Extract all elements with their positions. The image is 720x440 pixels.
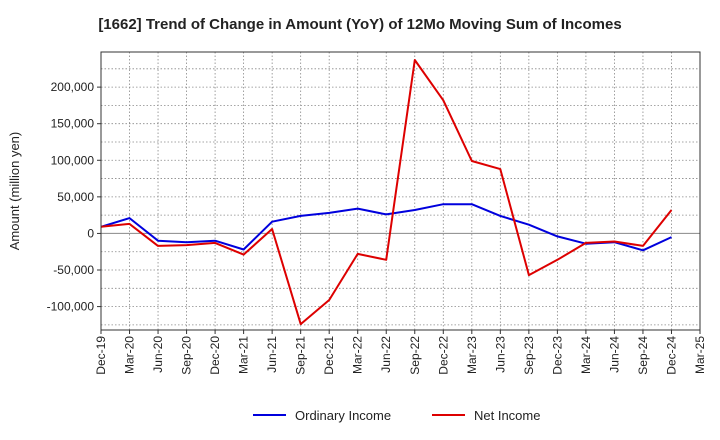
x-tick-label: Mar-25 xyxy=(693,336,707,374)
x-tick-label: Jun-24 xyxy=(607,336,621,373)
legend: Ordinary Income Net Income xyxy=(253,408,540,423)
y-tick-label: 0 xyxy=(87,226,94,240)
series-line-net-income xyxy=(100,59,673,326)
x-tick-label: Sep-20 xyxy=(180,336,194,375)
x-tick-label: Jun-23 xyxy=(493,336,507,373)
x-tick-label: Jun-20 xyxy=(151,336,165,373)
x-tick-label: Mar-21 xyxy=(237,336,251,374)
x-tick-label: Mar-22 xyxy=(351,336,365,374)
x-tick-label: Dec-22 xyxy=(436,336,450,375)
grid-layer xyxy=(101,52,700,330)
x-tick-label: Mar-20 xyxy=(123,336,137,374)
series-line-ordinary-income xyxy=(100,203,672,252)
series-layer xyxy=(100,59,673,326)
x-tick-label: Jun-21 xyxy=(265,336,279,373)
x-tick-label: Dec-19 xyxy=(94,336,108,375)
x-tick-label: Sep-21 xyxy=(294,336,308,375)
y-tick-label: 50,000 xyxy=(57,190,94,204)
x-tick-label: Sep-22 xyxy=(408,336,422,375)
x-axis-ticks: Dec-19 Mar-20 Jun-20 Sep-20 Dec-20 Mar-21 Jun-… xyxy=(94,330,707,375)
y-axis-ticks: -100,000 -50,000 0 50,000 100,000 150,000 200,… xyxy=(47,80,101,314)
y-axis-title: Amount (million yen) xyxy=(7,132,22,251)
y-tick-label: 200,000 xyxy=(51,80,95,94)
x-tick-label: Dec-21 xyxy=(322,336,336,375)
x-tick-label: Dec-23 xyxy=(550,336,564,375)
legend-label: Net Income xyxy=(474,408,540,423)
x-tick-label: Sep-24 xyxy=(636,336,650,375)
y-tick-label: -50,000 xyxy=(53,263,94,277)
y-tick-label: 150,000 xyxy=(51,117,95,131)
x-tick-label: Sep-23 xyxy=(522,336,536,375)
y-tick-label: 100,000 xyxy=(51,153,95,167)
y-tick-label: -100,000 xyxy=(47,300,95,314)
x-tick-label: Mar-24 xyxy=(579,336,593,374)
x-tick-label: Jun-22 xyxy=(379,336,393,373)
x-tick-label: Dec-20 xyxy=(208,336,222,375)
legend-label: Ordinary Income xyxy=(295,408,391,423)
x-tick-label: Mar-23 xyxy=(465,336,479,374)
plot-frame xyxy=(100,51,701,331)
x-tick-label: Dec-24 xyxy=(664,336,678,375)
chart-title: [1662] Trend of Change in Amount (YoY) o… xyxy=(98,16,622,33)
